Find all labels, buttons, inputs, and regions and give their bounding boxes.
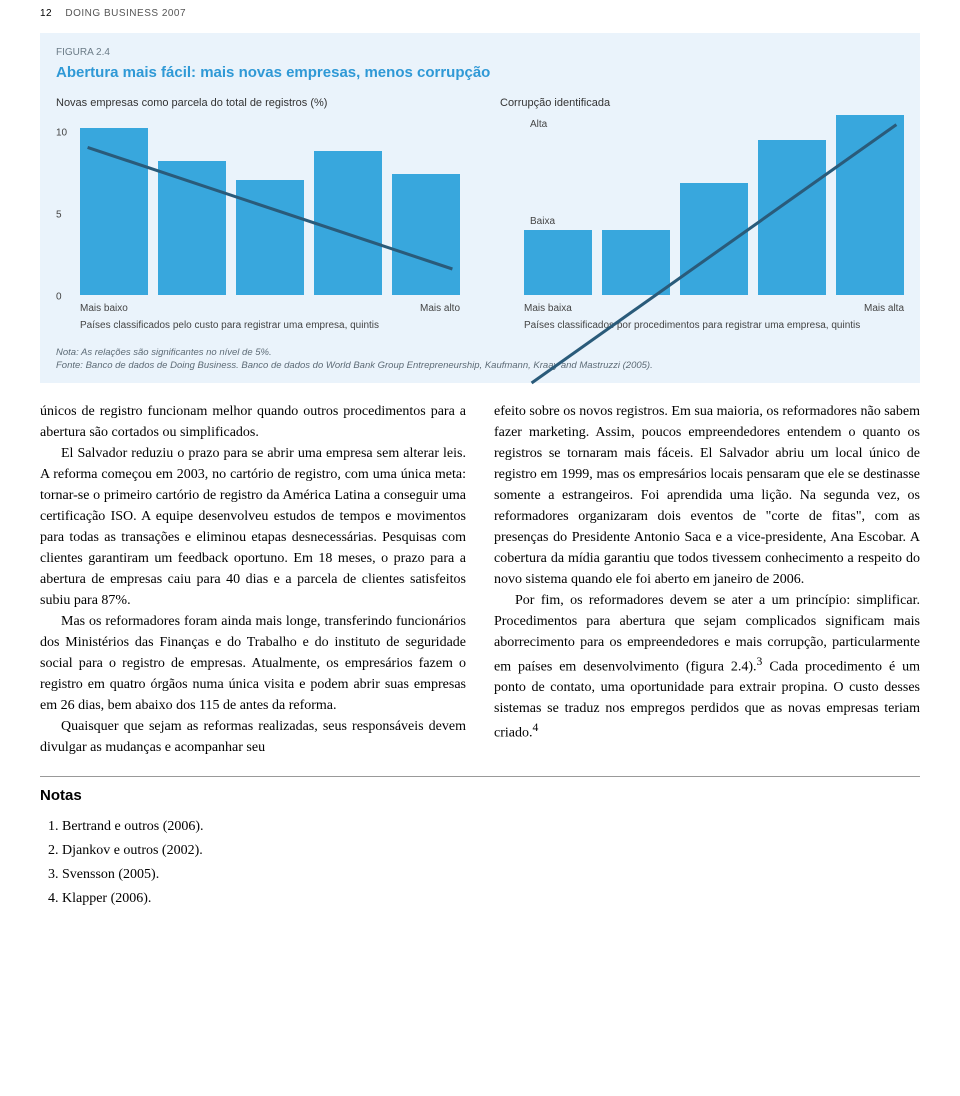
figure-caption: FIGURA 2.4: [56, 45, 904, 60]
chart-bar: [680, 183, 748, 295]
body-left-p2: El Salvador reduziu o prazo para se abri…: [40, 443, 466, 611]
chart-bar: [314, 151, 382, 295]
left-y-ticks: 1050: [56, 117, 76, 297]
chart-bar: [392, 174, 460, 295]
left-chart-subtitle: Novas empresas como parcela do total de …: [56, 95, 460, 112]
body-left-p1: únicos de registro funcionam melhor quan…: [40, 401, 466, 443]
chart-bar: [758, 140, 826, 295]
figure-note: Nota: As relações são significantes no n…: [56, 347, 904, 373]
running-head: 12 DOING BUSINESS 2007: [0, 0, 960, 25]
note-item: Klapper (2006).: [62, 887, 920, 911]
chart-bar: [236, 180, 304, 295]
chart-bar: [158, 161, 226, 295]
figure-note-line2: Fonte: Banco de dados de Doing Business.…: [56, 360, 904, 373]
chart-bar: [602, 230, 670, 295]
notes-section: Notas Bertrand e outros (2006).Djankov e…: [0, 758, 960, 931]
right-label-baixa: Baixa: [530, 214, 555, 229]
right-chart-subtitle: Corrupção identificada: [500, 95, 904, 112]
left-axis-caption: Países classificados pelo custo para reg…: [56, 318, 460, 333]
note-item: Bertrand e outros (2006).: [62, 815, 920, 839]
body-columns: únicos de registro funcionam melhor quan…: [0, 401, 960, 758]
notes-list: Bertrand e outros (2006).Djankov e outro…: [40, 815, 920, 910]
note-item: Svensson (2005).: [62, 863, 920, 887]
figure-note-line1: Nota: As relações são significantes no n…: [56, 347, 904, 360]
body-right-p1: efeito sobre os novos registros. Em sua …: [494, 401, 920, 590]
running-head-text: DOING BUSINESS 2007: [65, 8, 186, 19]
chart-bar: [836, 115, 904, 295]
right-label-alta: Alta: [530, 117, 547, 132]
right-chart: Corrupção identificada Alta Baixa Mais b…: [500, 95, 904, 334]
body-right-p2: Por fim, os reformadores devem se ater a…: [494, 590, 920, 744]
body-left-p4: Quaisquer que sejam as reformas realizad…: [40, 716, 466, 758]
left-axis-high: Mais alto: [420, 301, 460, 316]
chart-bar: [80, 128, 148, 295]
figure-title: Abertura mais fácil: mais novas empresas…: [56, 62, 904, 85]
right-axis-low: Mais baixa: [524, 301, 572, 316]
page-number: 12: [40, 8, 52, 19]
right-axis-high: Mais alta: [864, 301, 904, 316]
chart-bar: [524, 230, 592, 295]
body-left-p3: Mas os reformadores foram ainda mais lon…: [40, 611, 466, 716]
notes-title: Notas: [40, 776, 920, 808]
right-axis-caption: Países classificados por procedimentos p…: [500, 318, 904, 333]
left-chart: Novas empresas como parcela do total de …: [56, 95, 460, 334]
left-axis-low: Mais baixo: [80, 301, 128, 316]
note-item: Djankov e outros (2002).: [62, 839, 920, 863]
footnote-ref-4: 4: [532, 721, 538, 734]
body-col-left: únicos de registro funcionam melhor quan…: [40, 401, 466, 758]
body-col-right: efeito sobre os novos registros. Em sua …: [494, 401, 920, 758]
figure-panel: FIGURA 2.4 Abertura mais fácil: mais nov…: [40, 33, 920, 383]
